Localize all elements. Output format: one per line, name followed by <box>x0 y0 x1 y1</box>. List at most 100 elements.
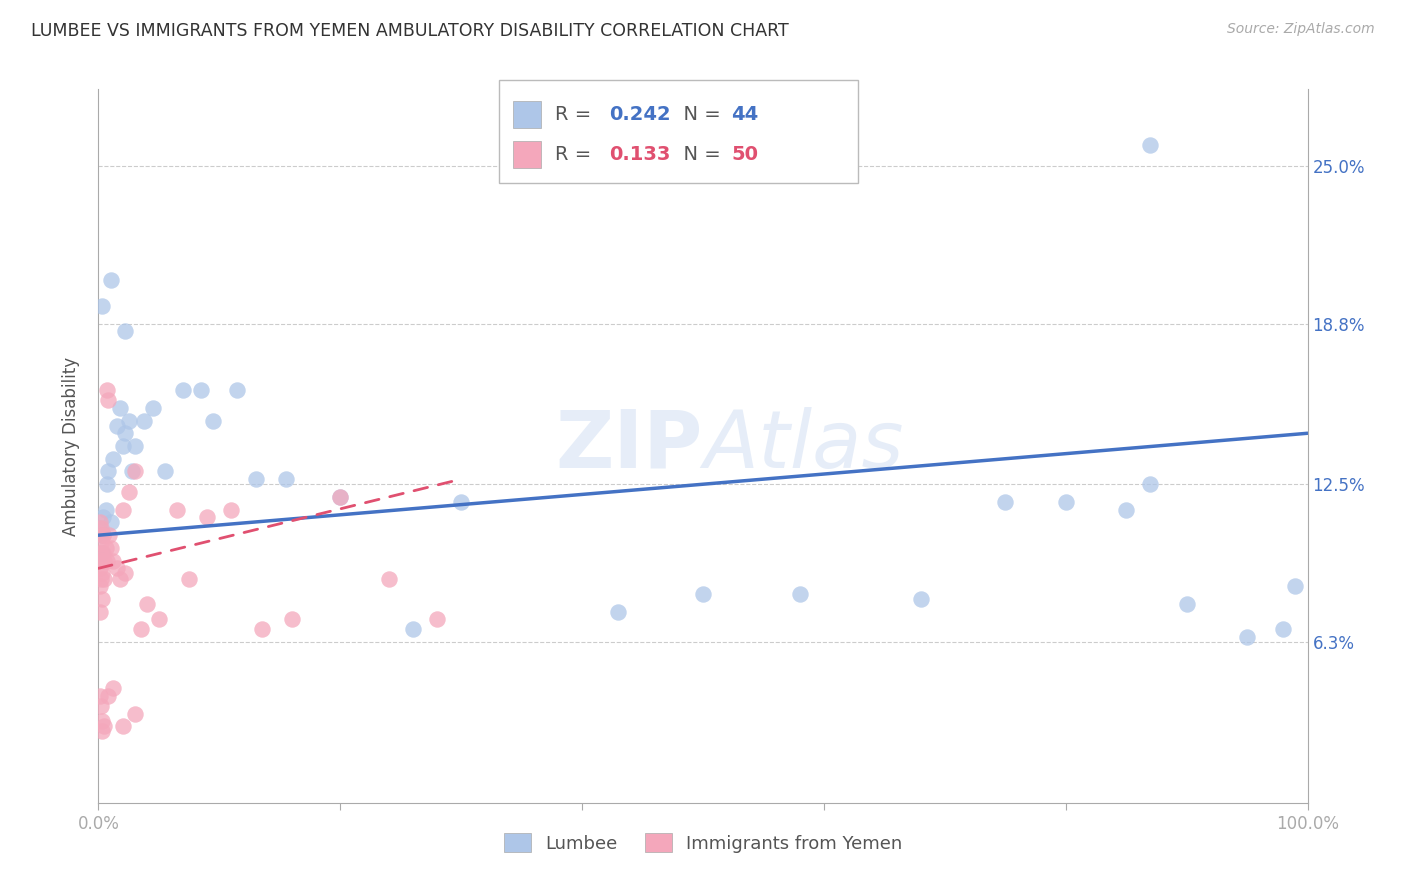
Text: R =: R = <box>555 104 598 124</box>
Point <box>166 502 188 516</box>
Point <box>111 439 134 453</box>
Point <box>97 689 120 703</box>
Point <box>97 393 120 408</box>
Text: 0.133: 0.133 <box>609 145 671 164</box>
Text: 0.242: 0.242 <box>609 104 671 124</box>
Point <box>91 714 114 729</box>
Point <box>172 383 194 397</box>
Point <box>118 484 141 499</box>
Point <box>89 561 111 575</box>
Point <box>426 612 449 626</box>
Point <box>221 502 243 516</box>
Point <box>101 554 124 568</box>
Point <box>91 528 114 542</box>
Point <box>226 383 249 397</box>
Point <box>89 605 111 619</box>
Point <box>1284 579 1306 593</box>
Point <box>108 401 131 415</box>
Point <box>98 528 121 542</box>
Point <box>89 516 111 530</box>
Point <box>89 689 111 703</box>
Point <box>91 528 114 542</box>
Point <box>93 572 115 586</box>
Point <box>245 472 267 486</box>
Point <box>105 561 128 575</box>
Text: 50: 50 <box>731 145 758 164</box>
Text: LUMBEE VS IMMIGRANTS FROM YEMEN AMBULATORY DISABILITY CORRELATION CHART: LUMBEE VS IMMIGRANTS FROM YEMEN AMBULATO… <box>31 22 789 40</box>
Point <box>105 418 128 433</box>
Point <box>96 383 118 397</box>
Point <box>129 623 152 637</box>
Point <box>89 579 111 593</box>
Point <box>329 490 352 504</box>
Y-axis label: Ambulatory Disability: Ambulatory Disability <box>62 357 80 535</box>
Point <box>1139 477 1161 491</box>
Point <box>90 572 112 586</box>
Point <box>118 413 141 427</box>
Point <box>281 612 304 626</box>
Text: 44: 44 <box>731 104 758 124</box>
Text: Source: ZipAtlas.com: Source: ZipAtlas.com <box>1227 22 1375 37</box>
Point <box>90 520 112 534</box>
Point <box>101 681 124 695</box>
Text: N =: N = <box>671 145 727 164</box>
Point <box>94 541 117 555</box>
Point <box>114 426 136 441</box>
Point <box>692 587 714 601</box>
Point <box>134 413 156 427</box>
Point <box>202 413 225 427</box>
Point <box>93 719 115 733</box>
Point <box>111 719 134 733</box>
Point <box>1139 138 1161 153</box>
Point <box>1054 495 1077 509</box>
Point <box>274 472 297 486</box>
Point <box>100 273 122 287</box>
Point <box>96 477 118 491</box>
Legend: Lumbee, Immigrants from Yemen: Lumbee, Immigrants from Yemen <box>495 824 911 862</box>
Point <box>111 502 134 516</box>
Point <box>89 520 111 534</box>
Point <box>114 566 136 581</box>
Point <box>121 465 143 479</box>
Point <box>96 554 118 568</box>
Point <box>89 546 111 560</box>
Point <box>90 528 112 542</box>
Point <box>91 510 114 524</box>
Point <box>450 495 472 509</box>
Point <box>190 383 212 397</box>
Point <box>97 465 120 479</box>
Point <box>93 554 115 568</box>
Point <box>124 439 146 453</box>
Point <box>142 401 165 415</box>
Point <box>994 495 1017 509</box>
Point <box>377 572 399 586</box>
Point <box>179 572 201 586</box>
Point <box>108 572 131 586</box>
Point <box>135 597 157 611</box>
Text: Atlas: Atlas <box>703 407 904 485</box>
Point <box>250 623 273 637</box>
Point <box>1115 502 1137 516</box>
Point <box>101 451 124 466</box>
Point <box>124 706 146 721</box>
Point <box>91 546 114 560</box>
Point <box>195 510 218 524</box>
Point <box>153 465 176 479</box>
Point <box>1272 623 1295 637</box>
Text: R =: R = <box>555 145 598 164</box>
Point <box>329 490 352 504</box>
Point <box>94 502 117 516</box>
Point <box>90 536 112 550</box>
Point <box>90 698 112 713</box>
Point <box>91 299 114 313</box>
Point <box>148 612 170 626</box>
Text: N =: N = <box>671 104 727 124</box>
Point <box>402 623 425 637</box>
Point <box>124 465 146 479</box>
Point <box>91 566 114 581</box>
Point <box>90 554 112 568</box>
Point <box>1236 630 1258 644</box>
Text: ZIP: ZIP <box>555 407 703 485</box>
Point <box>91 724 114 739</box>
Point <box>607 605 630 619</box>
